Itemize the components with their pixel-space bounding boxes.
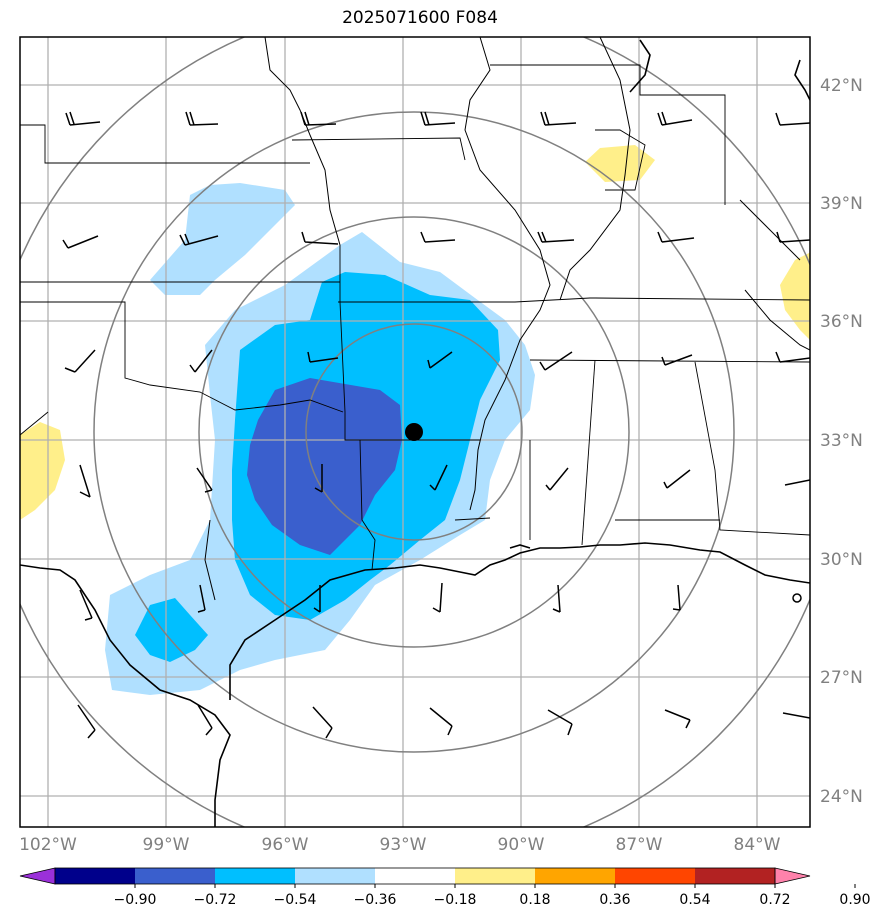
map-frame xyxy=(19,36,811,828)
lon-label-99: 99°W xyxy=(143,835,190,855)
state-borders xyxy=(20,64,810,571)
colorbar-cell xyxy=(615,868,696,884)
lon-label-87: 87°W xyxy=(616,835,663,855)
lon-label-84: 84°W xyxy=(734,835,781,855)
lat-label-30: 30°N xyxy=(820,550,863,570)
contour-positive-north xyxy=(585,145,655,182)
wind-barbs xyxy=(62,111,810,739)
lat-label-27: 27°N xyxy=(820,668,863,688)
colorbar-tick-label: 0.90 xyxy=(839,892,870,908)
coastline xyxy=(20,39,810,827)
lat-label-33: 33°N xyxy=(820,431,863,451)
colorbar-tick-label: −0.18 xyxy=(434,892,477,908)
colorbar-cell xyxy=(535,868,616,884)
colorbar-cell xyxy=(375,868,456,884)
colorbar-ticks: −0.90 −0.72 −0.54 −0.36 −0.18 0.18 0.36 0.54 0.7… xyxy=(114,884,871,908)
lon-label-93: 93°W xyxy=(380,835,427,855)
colorbar-tick-label: 0.72 xyxy=(759,892,790,908)
colorbar-cell xyxy=(295,868,376,884)
contour-dark-core xyxy=(247,378,402,555)
lon-label-102: 102°W xyxy=(19,835,77,855)
colorbar-cell xyxy=(135,868,216,884)
lon-labels: 102°W 99°W 96°W 93°W 90°W 87°W 84°W xyxy=(19,835,781,855)
lat-label-36: 36°N xyxy=(820,312,863,332)
colorbar-tick-label: 0.36 xyxy=(599,892,630,908)
colorbar-cell xyxy=(215,868,296,884)
lat-label-39: 39°N xyxy=(820,194,863,214)
colorbar-tick-label: 0.18 xyxy=(519,892,550,908)
lat-labels: 42°N 39°N 36°N 33°N 30°N 27°N 24°N xyxy=(820,76,863,807)
colorbar-tick-label: −0.90 xyxy=(114,892,157,908)
small-ring-marker xyxy=(792,593,802,603)
map-area xyxy=(20,37,810,827)
colorbar-extend-min xyxy=(19,867,56,885)
colorbar-cell xyxy=(455,868,536,884)
colorbar-tick-label: −0.36 xyxy=(354,892,397,908)
center-marker xyxy=(405,423,423,441)
lat-label-42: 42°N xyxy=(820,76,863,96)
colorbar-tick-label: 0.54 xyxy=(679,892,710,908)
lon-label-96: 96°W xyxy=(262,835,309,855)
contour-positive-west xyxy=(20,422,65,520)
lat-label-24: 24°N xyxy=(820,787,863,807)
lon-label-90: 90°W xyxy=(498,835,545,855)
contour-light-north xyxy=(150,183,295,295)
colorbar-cells xyxy=(19,867,811,885)
colorbar-cell xyxy=(55,868,136,884)
range-rings xyxy=(20,37,810,827)
map-title: 2025071600 F084 xyxy=(342,8,498,28)
rivers xyxy=(204,37,810,601)
colorbar-tick-label: −0.54 xyxy=(274,892,317,908)
colorbar: −0.90 −0.72 −0.54 −0.36 −0.18 0.18 0.36 0.54 0.7… xyxy=(19,867,871,908)
colorbar-tick-label: −0.72 xyxy=(194,892,237,908)
contours xyxy=(20,145,810,695)
contour-positive-east xyxy=(780,252,810,340)
colorbar-frame xyxy=(54,867,776,885)
contour-mid-south xyxy=(135,598,208,662)
graticule xyxy=(20,37,810,827)
colorbar-cell xyxy=(695,868,776,884)
colorbar-extend-max xyxy=(774,867,811,885)
